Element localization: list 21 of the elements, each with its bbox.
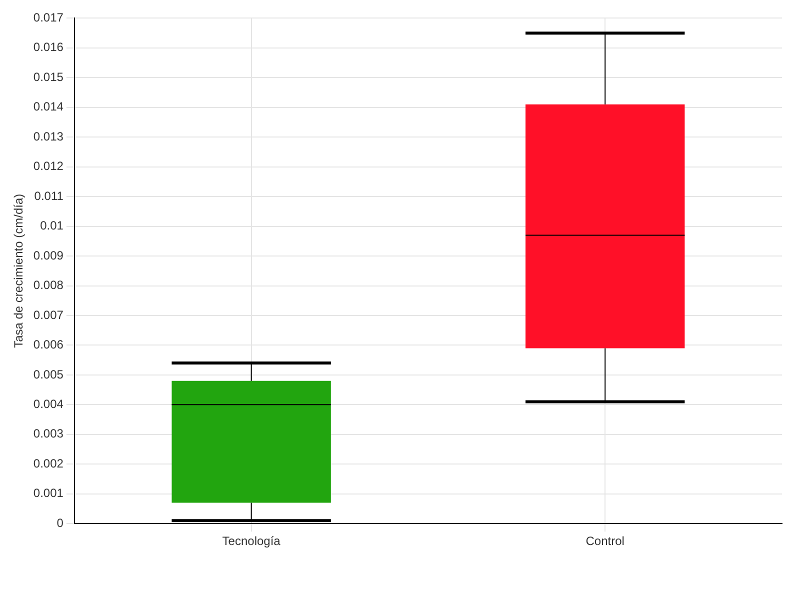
y-tick-label: 0.01	[40, 218, 64, 233]
y-tick-label: 0.011	[34, 188, 64, 203]
y-tick-label: 0.012	[33, 159, 64, 174]
y-tick-label: 0.015	[33, 70, 64, 84]
y-tick-label: 0.017	[33, 10, 64, 25]
y-tick-label: 0	[56, 516, 64, 530]
y-tick-label: 0.006	[33, 338, 64, 352]
y-tick-label: 0.004	[33, 396, 64, 411]
x-tick-label: Tecnología	[222, 534, 281, 548]
x-tick-label: Control	[586, 534, 624, 548]
y-tick-label: 0.001	[33, 486, 64, 500]
y-tick-label: 0.009	[33, 248, 64, 262]
y-tick-label: 0.008	[33, 278, 64, 292]
y-tick-label: 0.003	[33, 426, 64, 441]
y-tick-label: 0.007	[33, 308, 64, 322]
y-tick-label: 0.005	[33, 367, 64, 382]
y-tick-label: 0.013	[33, 129, 64, 144]
y-axis-title: Tasa de crecimiento (cm/día)	[12, 194, 26, 348]
y-tick-label: 0.016	[33, 40, 64, 54]
y-tick-label: 0.002	[33, 456, 64, 470]
y-tick-label: 0.014	[33, 100, 64, 114]
